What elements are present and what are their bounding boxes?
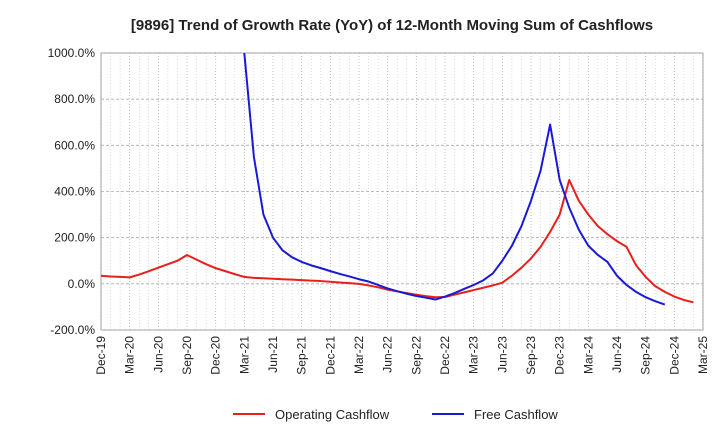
x-tick-label: Dec-19 [94, 336, 108, 375]
x-tick-label: Jun-23 [495, 336, 509, 373]
legend-label: Operating Cashflow [275, 407, 390, 422]
legend-free-cashflow: Free Cashflow [432, 407, 558, 422]
y-tick-label: 800.0% [54, 92, 95, 106]
x-tick-label: Sep-23 [524, 336, 538, 375]
x-tick-label: Mar-25 [696, 336, 710, 374]
y-tick-label: 400.0% [54, 185, 95, 199]
x-tick-label: Mar-22 [352, 336, 366, 374]
x-tick-label: Dec-22 [438, 336, 452, 375]
y-axis: -200.0% 0.0% 200.0% 400.0% 600.0% 800.0% 1000.… [48, 46, 96, 337]
x-tick-label: Sep-21 [295, 336, 309, 375]
x-tick-label: Sep-22 [409, 336, 423, 375]
x-tick-label: Jun-22 [381, 336, 395, 373]
gridlines [100, 52, 704, 331]
plot-area: -200.0% 0.0% 200.0% 400.0% 600.0% 800.0% 1000.… [48, 46, 710, 375]
legend-operating-cashflow: Operating Cashflow [233, 407, 390, 422]
x-tick-label: Mar-23 [467, 336, 481, 374]
x-tick-label: Dec-20 [209, 336, 223, 375]
x-tick-label: Dec-24 [667, 336, 681, 375]
y-tick-label: 0.0% [68, 277, 96, 291]
x-tick-label: Mar-24 [581, 336, 595, 374]
x-tick-label: Sep-20 [180, 336, 194, 375]
y-tick-label: -200.0% [50, 323, 95, 337]
x-tick-label: Jun-20 [151, 336, 165, 373]
chart-title: [9896] Trend of Growth Rate (YoY) of 12-… [131, 17, 653, 34]
x-tick-label: Dec-21 [323, 336, 337, 375]
legend-label: Free Cashflow [474, 407, 558, 422]
x-axis: Dec-19 Mar-20 Jun-20 Sep-20 Dec-20 Mar-21 Jun-… [94, 336, 710, 375]
legend: Operating Cashflow Free Cashflow [233, 407, 558, 422]
x-tick-label: Mar-20 [123, 336, 137, 374]
x-tick-label: Dec-23 [553, 336, 567, 375]
x-tick-label: Jun-24 [610, 336, 624, 373]
y-tick-label: 1000.0% [48, 46, 96, 60]
x-tick-label: Jun-21 [266, 336, 280, 373]
y-tick-label: 600.0% [54, 138, 95, 152]
series-line-free-cashflow [243, 53, 666, 306]
x-tick-label: Sep-24 [639, 336, 653, 375]
x-tick-label: Mar-21 [237, 336, 251, 374]
y-tick-label: 200.0% [54, 231, 95, 245]
